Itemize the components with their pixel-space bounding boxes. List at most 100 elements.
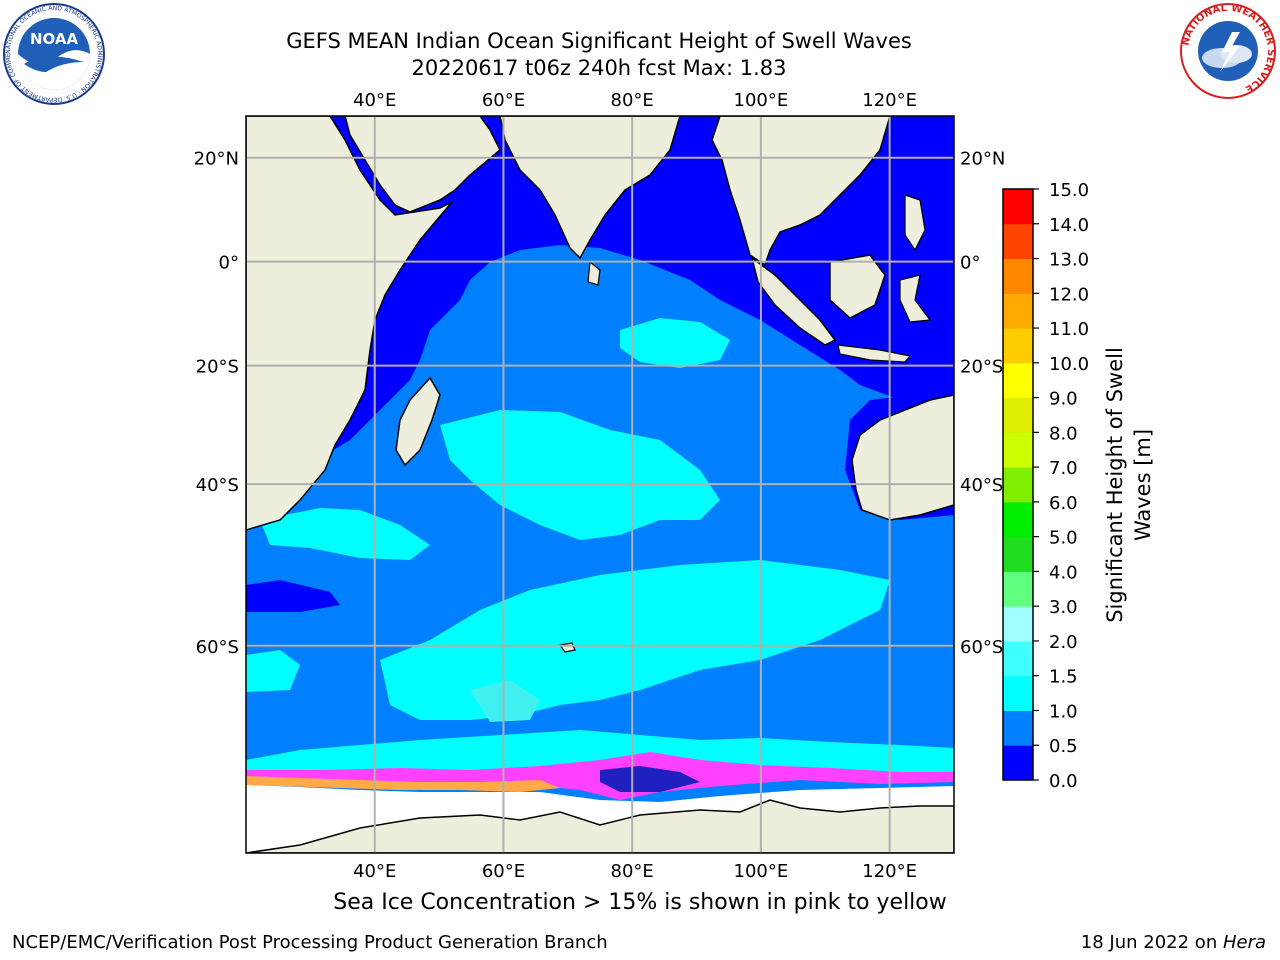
- lat-tick-label: 40°S: [960, 475, 1003, 496]
- land-africa: [246, 116, 453, 531]
- lon-tick-label: 80°E: [611, 861, 654, 882]
- ocean-high-southwest: [260, 508, 430, 560]
- colorbar-tick-label: 10.0: [1049, 354, 1089, 375]
- lon-tick-label: 60°E: [482, 861, 525, 882]
- graticule: [246, 116, 954, 853]
- colorbar-segment: [1003, 397, 1033, 433]
- land-australia: [851, 394, 954, 521]
- colorbar-label: Significant Height of Swell Waves [m]: [1103, 347, 1155, 623]
- colorbar-segment: [1003, 432, 1033, 468]
- map-area: [246, 116, 954, 853]
- colorbar-segment: [1003, 745, 1033, 781]
- colorbar-frame: [1002, 188, 1034, 781]
- lat-tick-label: 0°: [960, 253, 980, 274]
- sea-ice-edge-orange: [246, 776, 560, 792]
- colorbar-tick-label: 0.0: [1049, 771, 1078, 792]
- sea-ice-caption: Sea Ice Concentration > 15% is shown in …: [333, 890, 947, 915]
- lat-tick-label: 60°S: [196, 637, 239, 658]
- land-india: [499, 116, 681, 260]
- land-arabia: [344, 116, 501, 213]
- colorbar-tick-label: 12.0: [1049, 284, 1089, 305]
- ocean-higher-patch: [470, 680, 540, 722]
- lat-labels-left: 20°N 0° 20°S 40°S 60°S: [194, 149, 239, 658]
- colorbar-tick-label: 3.0: [1049, 597, 1078, 618]
- colorbar-tick-label: 7.0: [1049, 458, 1078, 479]
- ocean-low-southwest: [246, 580, 340, 612]
- lon-tick-label: 120°E: [862, 861, 917, 882]
- colorbar-segment: [1003, 675, 1033, 711]
- colorbar-tick-label: 8.0: [1049, 423, 1078, 444]
- lat-tick-label: 20°S: [196, 357, 239, 378]
- colorbar-segment: [1003, 293, 1033, 329]
- footer-date-text: 18 Jun 2022 on: [1080, 932, 1223, 953]
- colorbar-tick-label: 2.0: [1049, 632, 1078, 653]
- colorbar-segment: [1003, 536, 1033, 572]
- colorbar-tick-label: 1.5: [1049, 667, 1078, 688]
- colorbar-ticks: 0.0 0.5 1.0 1.5 2.0 3.0 4.0 5.0 6.0 7.0 8.0 9.0 10.0…: [1033, 180, 1089, 792]
- ocean-high-southern-band: [246, 730, 954, 776]
- colorbar-segment: [1003, 328, 1033, 364]
- chart-title: GEFS MEAN Indian Ocean Significant Heigh…: [286, 29, 912, 53]
- colorbar-label-line2: Waves [m]: [1131, 429, 1155, 541]
- land-borneo: [829, 254, 886, 319]
- map-frame: [245, 115, 955, 854]
- colorbar-segment: [1003, 571, 1033, 607]
- colorbar-tick-label: 15.0: [1049, 180, 1089, 201]
- svg-text:NOAA: NOAA: [30, 30, 79, 48]
- land-madagascar: [395, 376, 441, 467]
- land-antarctica: [246, 799, 954, 853]
- footer-date: 18 Jun 2022 on Hera: [1081, 932, 1266, 953]
- ocean-high-southwest2: [246, 650, 300, 692]
- land-sumatra: [750, 256, 837, 346]
- colorbar: [1002, 188, 1034, 781]
- land-java: [837, 344, 912, 363]
- colorbar-tick-label: 4.0: [1049, 562, 1078, 583]
- land-se-asia: [711, 116, 891, 267]
- lon-tick-label: 100°E: [734, 861, 789, 882]
- colorbar-segment: [1003, 501, 1033, 538]
- lat-tick-label: 20°N: [960, 149, 1005, 170]
- colorbar-segment: [1003, 710, 1033, 746]
- nws-logo: NATIONAL WEATHER SERVICE: [1180, 3, 1276, 99]
- lon-tick-label: 120°E: [862, 90, 917, 111]
- colorbar-tick-label: 5.0: [1049, 528, 1078, 549]
- lon-tick-label: 40°E: [353, 861, 396, 882]
- ocean-high-central: [440, 410, 720, 540]
- footer-credit: NCEP/EMC/Verification Post Processing Pr…: [12, 932, 608, 953]
- land-sulawesi: [899, 274, 932, 323]
- colorbar-tick-label: 13.0: [1049, 250, 1089, 271]
- lat-tick-label: 20°S: [960, 357, 1003, 378]
- lat-tick-label: 0°: [219, 253, 239, 274]
- lon-tick-label: 80°E: [611, 90, 654, 111]
- footer-host: Hera: [1222, 932, 1266, 953]
- lat-tick-label: 20°N: [194, 149, 239, 170]
- colorbar-tick-label: 1.0: [1049, 701, 1078, 722]
- colorbar-segment: [1003, 606, 1033, 642]
- sea-ice-core: [600, 766, 700, 792]
- colorbar-segment: [1003, 223, 1033, 260]
- lon-labels-top: 40°E 60°E 80°E 100°E 120°E: [353, 90, 917, 111]
- land-philippines: [904, 194, 926, 252]
- colorbar-segment: [1003, 362, 1033, 399]
- colorbar-segment: [1003, 258, 1033, 294]
- chart-subtitle: 20220617 t06z 240h fcst Max: 1.83: [411, 56, 787, 80]
- lon-labels-bottom: 40°E 60°E 80°E 100°E 120°E: [353, 861, 917, 882]
- colorbar-segment: [1003, 189, 1033, 225]
- noaa-logo: NATIONAL OCEANIC AND ATMOSPHERIC ADMINIS…: [2, 2, 105, 105]
- colorbar-segment: [1003, 467, 1033, 503]
- lat-labels-right: 20°N 0° 20°S 40°S 60°S: [960, 149, 1005, 658]
- colorbar-tick-label: 0.5: [1049, 736, 1078, 757]
- lon-tick-label: 100°E: [734, 90, 789, 111]
- land-sri-lanka: [587, 260, 601, 286]
- lat-tick-label: 60°S: [960, 637, 1003, 658]
- colorbar-segment: [1003, 640, 1033, 677]
- colorbar-tick-label: 14.0: [1049, 215, 1089, 236]
- lat-tick-label: 40°S: [196, 475, 239, 496]
- ocean-high-equatorial: [620, 318, 730, 368]
- lon-tick-label: 60°E: [482, 90, 525, 111]
- colorbar-tick-label: 6.0: [1049, 493, 1078, 514]
- lon-tick-label: 40°E: [353, 90, 396, 111]
- colorbar-tick-label: 11.0: [1049, 319, 1089, 340]
- colorbar-label-line1: Significant Height of Swell: [1103, 347, 1127, 623]
